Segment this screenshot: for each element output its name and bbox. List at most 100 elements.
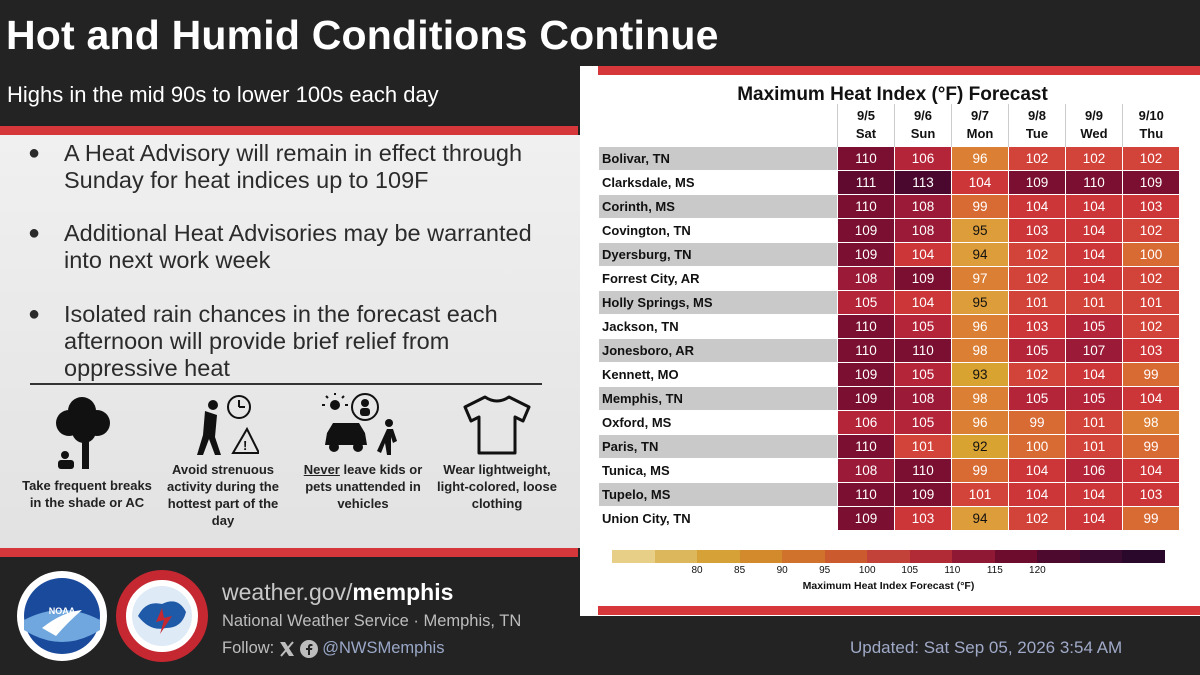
table-body: Bolivar, TN 110 106 96 102 102 102 Clarksdale, …	[598, 146, 1180, 531]
legend-swatch	[612, 550, 655, 563]
heat-index-cell: 101	[951, 482, 1009, 507]
heat-index-cell: 102	[1008, 362, 1066, 387]
heat-index-cell: 113	[894, 170, 952, 195]
heat-index-cell: 110	[837, 434, 895, 459]
day-column-header: 9/6 Sun	[894, 104, 952, 147]
heat-index-cell: 101	[1065, 434, 1123, 459]
legend-tick: 90	[776, 565, 788, 576]
legend-tick: 85	[734, 565, 746, 576]
legend-swatch	[782, 550, 825, 563]
legend-swatch	[697, 550, 740, 563]
table-row: Tunica, MS 108 110 99 104 106 104	[598, 458, 1180, 483]
tip-shade: Take frequent breaks in the shade or AC	[22, 393, 152, 511]
tip-activity-text: Avoid strenuous activity during the hott…	[167, 462, 279, 528]
heat-index-cell: 104	[1122, 458, 1180, 483]
heat-index-cell: 100	[1122, 242, 1180, 267]
legend-tick: 100	[858, 565, 876, 576]
day-date: 9/9	[1084, 108, 1104, 123]
tree-shade-icon	[56, 397, 110, 469]
heat-index-cell: 103	[1008, 218, 1066, 243]
city-name: Forrest City, AR	[598, 266, 838, 291]
noaa-logo: NOAA	[17, 571, 107, 661]
city-column-header	[599, 104, 838, 147]
day-date: 9/6	[913, 108, 933, 123]
heat-index-cell: 101	[1008, 290, 1066, 315]
heat-index-cell: 111	[837, 170, 895, 195]
table-row: Holly Springs, MS 105 104 95 101 101 101	[598, 290, 1180, 315]
heat-index-cell: 110	[837, 482, 895, 507]
website-bold: memphis	[352, 579, 454, 605]
heat-index-cell: 99	[951, 194, 1009, 219]
heat-index-cell: 101	[1065, 410, 1123, 435]
day-column-header: 9/10 Thu	[1122, 104, 1180, 147]
legend-swatch	[952, 550, 995, 563]
table-row: Kennett, MO 109 105 93 102 104 99	[598, 362, 1180, 387]
heat-index-cell: 104	[1008, 482, 1066, 507]
heat-index-cell: 105	[1065, 386, 1123, 411]
table-row: Jackson, TN 110 105 96 103 105 102	[598, 314, 1180, 339]
legend-swatch	[654, 550, 698, 563]
heat-index-cell: 110	[837, 146, 895, 171]
city-name: Clarksdale, MS	[598, 170, 838, 195]
heat-index-cell: 104	[1065, 362, 1123, 387]
tips-divider	[30, 383, 542, 385]
legend-swatch	[1079, 550, 1123, 563]
heat-index-cell: 104	[1065, 218, 1123, 243]
heat-index-cell: 99	[1008, 410, 1066, 435]
heat-index-cell: 102	[1122, 314, 1180, 339]
heat-index-cell: 109	[1122, 170, 1180, 195]
legend-swatch	[909, 550, 953, 563]
heat-index-cell: 104	[894, 290, 952, 315]
heat-index-cell: 99	[1122, 362, 1180, 387]
table-row: Corinth, MS 110 108 99 104 104 103	[598, 194, 1180, 219]
city-name: Kennett, MO	[598, 362, 838, 387]
table-row: Forrest City, AR 108 109 97 102 104 102	[598, 266, 1180, 291]
city-name: Paris, TN	[598, 434, 838, 459]
heat-index-cell: 109	[837, 506, 895, 531]
heat-index-cell: 94	[951, 506, 1009, 531]
facebook-icon[interactable]	[300, 639, 319, 658]
legend-swatch	[867, 550, 910, 563]
heat-index-cell: 110	[894, 458, 952, 483]
info-panel: ● A Heat Advisory will remain in effect …	[0, 135, 580, 548]
heat-index-cell: 109	[837, 242, 895, 267]
table-row: Paris, TN 110 101 92 100 101 99	[598, 434, 1180, 459]
day-column-header: 9/7 Mon	[951, 104, 1009, 147]
heat-index-cell: 108	[894, 194, 952, 219]
table-header-row: 9/5 Sat 9/6 Sun 9/7 Mon 9/8 Tue 9/9 Wed 9/10 Thu	[599, 104, 1180, 147]
table-row: Oxford, MS 106 105 96 99 101 98	[598, 410, 1180, 435]
table-row: Covington, TN 109 108 95 103 104 102	[598, 218, 1180, 243]
city-name: Oxford, MS	[598, 410, 838, 435]
heat-index-cell: 110	[894, 338, 952, 363]
day-name: Thu	[1139, 126, 1164, 141]
updated-timestamp: Updated: Sat Sep 05, 2026 3:54 AM	[850, 638, 1123, 657]
panel-stripe-bottom	[598, 606, 1200, 615]
day-column-header: 9/9 Wed	[1065, 104, 1123, 147]
city-name: Jackson, TN	[598, 314, 838, 339]
city-name: Jonesboro, AR	[598, 338, 838, 363]
city-name: Tunica, MS	[598, 458, 838, 483]
heat-index-cell: 100	[1008, 434, 1066, 459]
heat-index-cell: 110	[837, 194, 895, 219]
day-name: Wed	[1080, 126, 1108, 141]
table-row: Bolivar, TN 110 106 96 102 102 102	[598, 146, 1180, 171]
website-link[interactable]: weather.gov/memphis	[222, 579, 453, 606]
legend-swatch	[739, 550, 783, 563]
legend-tick: 80	[691, 565, 703, 576]
bullet-text: Isolated rain chances in the forecast ea…	[64, 301, 498, 381]
heat-index-cell: 92	[951, 434, 1009, 459]
heat-index-cell: 101	[1122, 290, 1180, 315]
x-logo-icon[interactable]	[278, 640, 296, 658]
heat-index-cell: 98	[1122, 410, 1180, 435]
day-column-header: 9/8 Tue	[1008, 104, 1066, 147]
city-name: Dyersburg, TN	[598, 242, 838, 267]
day-name: Sat	[855, 126, 877, 141]
svg-text:!: !	[243, 438, 247, 453]
tip-vehicles-text: Never leave kids or pets unattended in v…	[298, 461, 428, 512]
heat-index-cell: 99	[1122, 506, 1180, 531]
heat-index-cell: 110	[837, 314, 895, 339]
heat-index-cell: 103	[894, 506, 952, 531]
heat-index-cell: 105	[894, 362, 952, 387]
social-handle[interactable]: @NWSMemphis	[322, 639, 445, 657]
legend-tick: 105	[901, 565, 919, 576]
